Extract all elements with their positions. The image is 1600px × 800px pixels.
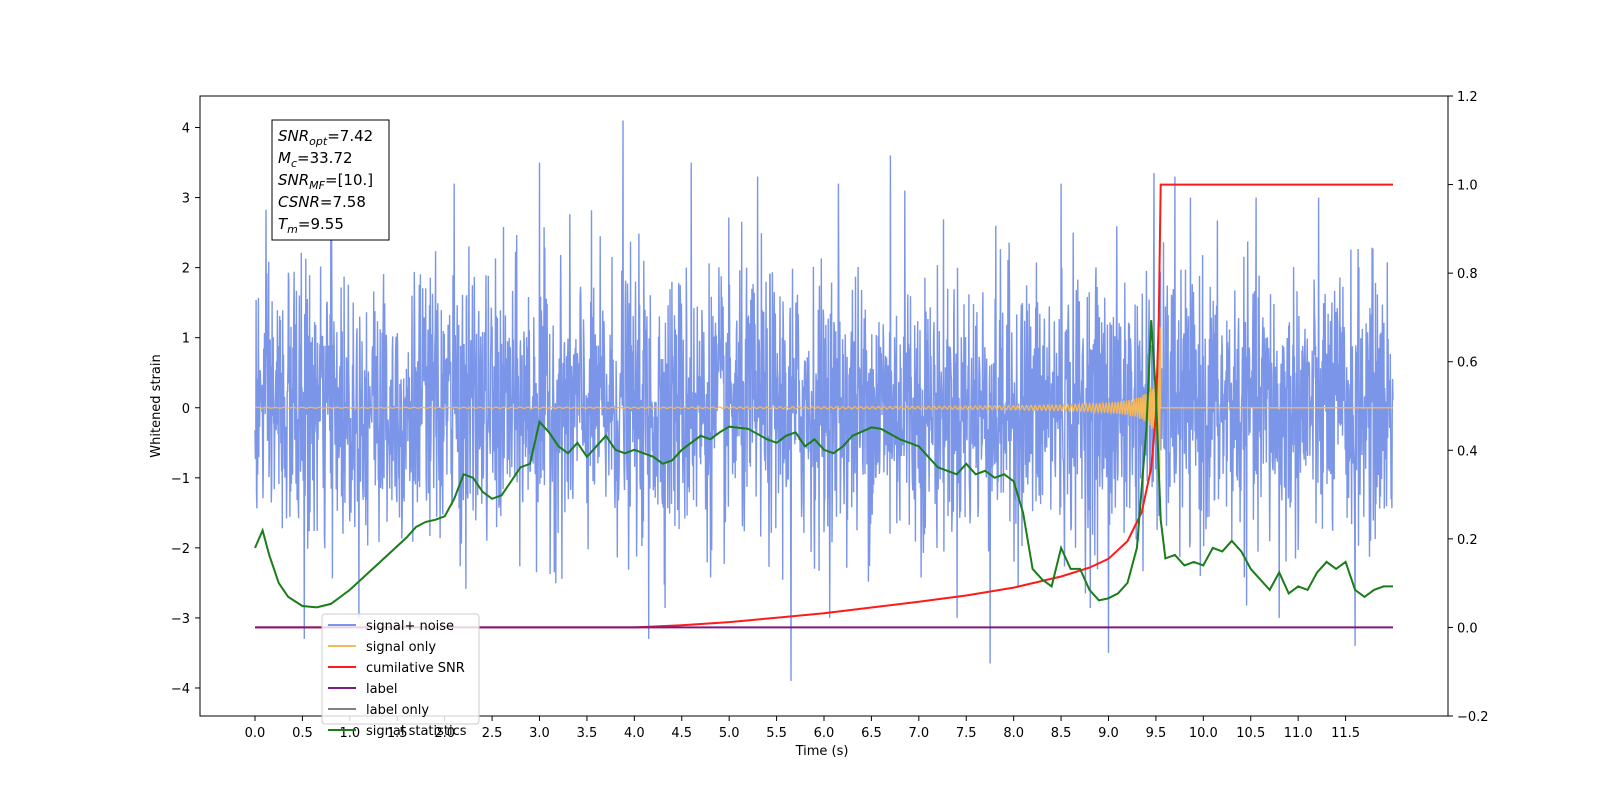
x-tick-label: 2.5 xyxy=(482,726,503,741)
annotation-subscript: opt xyxy=(309,135,328,148)
x-tick-label: 11.5 xyxy=(1331,726,1360,741)
annotation-line: Tm=9.55 xyxy=(278,215,344,236)
annotation-symbol: T xyxy=(278,215,289,233)
y-left-tick-label: −4 xyxy=(171,682,190,697)
annotation-symbol: SNR xyxy=(278,171,309,189)
annotation-subscript: m xyxy=(287,223,298,236)
annotation-line: SNRopt=7.42 xyxy=(278,127,373,148)
x-tick-label: 1.5 xyxy=(387,726,408,741)
y-left-tick-label: 1 xyxy=(182,332,190,347)
annotation-line: Mc=33.72 xyxy=(278,149,353,170)
y-left-tick-label: −3 xyxy=(171,612,190,627)
annotation-value: =7.42 xyxy=(327,127,373,145)
y-right-tick-label: 0.0 xyxy=(1457,621,1478,636)
y-right-tick-label: 1.0 xyxy=(1457,179,1478,194)
y-axis-left-ticks: −4 −3 −2 −1 0 1 2 3 4 xyxy=(171,122,200,697)
y-right-tick-label: 0.2 xyxy=(1457,533,1478,548)
y-left-tick-label: −2 xyxy=(171,542,190,557)
x-tick-label: 9.0 xyxy=(1098,726,1119,741)
x-tick-label: 5.0 xyxy=(719,726,740,741)
legend-label: signal only xyxy=(366,640,436,655)
x-tick-label: 0.0 xyxy=(245,726,266,741)
annotation-symbol: SNR xyxy=(278,127,309,145)
cumilative-snr-line xyxy=(255,183,1393,629)
annotation-symbol: M xyxy=(278,149,291,167)
legend: signal+ noise signal only cumilative SNR la… xyxy=(321,613,480,739)
y-right-tick-label: 0.6 xyxy=(1457,356,1478,371)
x-tick-label: 10.0 xyxy=(1189,726,1218,741)
x-tick-label: 3.0 xyxy=(529,726,550,741)
x-tick-label: 7.5 xyxy=(956,726,977,741)
x-tick-label: 2.0 xyxy=(434,726,455,741)
x-tick-label: 3.5 xyxy=(577,726,598,741)
y-left-tick-label: 3 xyxy=(182,192,190,207)
x-axis-title: Time (s) xyxy=(795,744,849,759)
signal-statistics-line xyxy=(254,320,1393,609)
x-tick-label: 8.5 xyxy=(1051,726,1072,741)
x-tick-label: 4.0 xyxy=(624,726,645,741)
y-right-tick-label: −0.2 xyxy=(1457,710,1489,725)
series-cumilative-snr xyxy=(255,183,1393,629)
legend-label: label only xyxy=(366,703,429,718)
series-signal-statistics xyxy=(254,320,1393,609)
x-axis-ticks: 0.0 0.5 1.0 1.5 2.0 2.5 3.0 3.5 4.0 4.5 5.0 5.5 6.0 6… xyxy=(245,716,1360,741)
legend-label: signal+ noise xyxy=(366,619,454,634)
annotation-line: SNRMF=[10.] xyxy=(278,171,373,192)
x-tick-label: 9.5 xyxy=(1146,726,1167,741)
legend-label: signal statistics xyxy=(366,724,467,739)
x-tick-label: 10.5 xyxy=(1236,726,1265,741)
annotation-value: =33.72 xyxy=(297,149,353,167)
noise-line xyxy=(254,120,1394,682)
x-tick-label: 7.0 xyxy=(908,726,929,741)
x-tick-label: 5.5 xyxy=(766,726,787,741)
y-left-tick-label: 0 xyxy=(182,402,190,417)
y-right-tick-label: 1.2 xyxy=(1457,90,1478,105)
annotation-value: =7.58 xyxy=(320,193,366,211)
series-signal-noise xyxy=(254,120,1394,682)
y-axis-title: Whitened strain xyxy=(149,354,164,457)
legend-frame xyxy=(321,613,480,725)
y-left-tick-label: 4 xyxy=(182,122,190,137)
y-left-tick-label: −1 xyxy=(171,472,190,487)
stats-annotation-box: SNRopt=7.42Mc=33.72SNRMF=[10.]CSNR=7.58T… xyxy=(271,119,390,241)
x-tick-label: 4.5 xyxy=(671,726,692,741)
x-tick-label: 11.0 xyxy=(1284,726,1313,741)
x-tick-label: 6.5 xyxy=(861,726,882,741)
annotation-value: =9.55 xyxy=(298,215,344,233)
y-right-tick-label: 0.8 xyxy=(1457,267,1478,282)
signal-only-line xyxy=(254,327,1393,479)
x-tick-label: 8.0 xyxy=(1003,726,1024,741)
x-tick-label: 6.0 xyxy=(814,726,835,741)
annotation-frame xyxy=(271,119,390,241)
series-signal-only xyxy=(254,327,1393,479)
x-tick-label: 1.0 xyxy=(339,726,360,741)
legend-label: cumilative SNR xyxy=(366,661,465,676)
annotation-subscript: c xyxy=(291,157,297,170)
y-axis-right-ticks: −0.2 0.0 0.2 0.4 0.6 0.8 1.0 1.2 xyxy=(1448,90,1489,725)
y-left-tick-label: 2 xyxy=(182,262,190,277)
annotation-symbol: CSNR xyxy=(278,193,320,211)
x-tick-label: 0.5 xyxy=(292,726,313,741)
y-right-tick-label: 0.4 xyxy=(1457,444,1478,459)
annotation-line: CSNR=7.58 xyxy=(278,193,366,211)
annotation-subscript: MF xyxy=(309,179,325,192)
annotation-value: =[10.] xyxy=(325,171,373,189)
legend-label: label xyxy=(366,682,397,697)
